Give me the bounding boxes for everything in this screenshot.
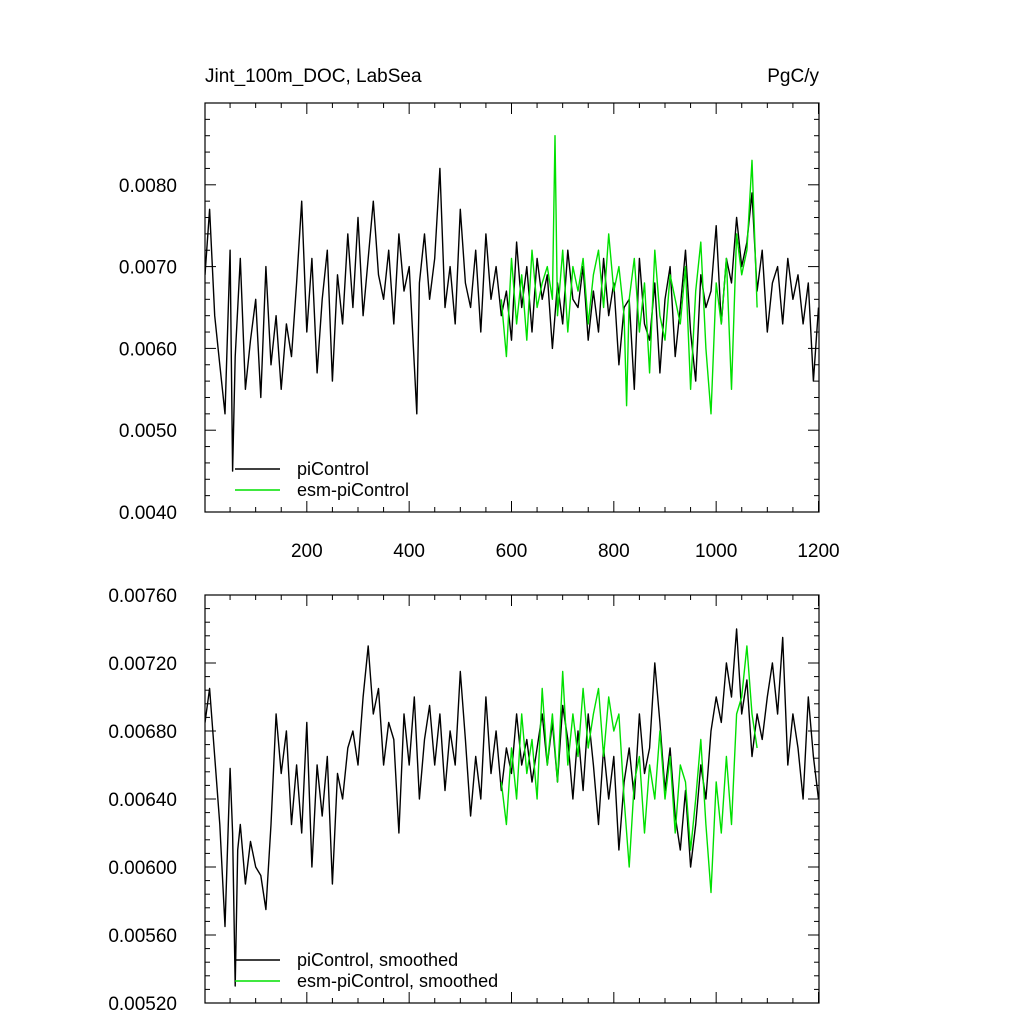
- plot-frame: [204, 102, 820, 513]
- y-tick-label: 0.00760: [108, 586, 177, 607]
- y-tick-label: 0.0060: [119, 339, 177, 360]
- legend-label: piControl: [297, 459, 369, 479]
- y-tick-label: 0.00680: [108, 722, 177, 743]
- series-line-picontrol-smoothed: [205, 628, 819, 987]
- x-tick-label: 800: [598, 541, 630, 562]
- x-tick-label: 200: [291, 541, 323, 562]
- y-tick-label: 0.00600: [108, 858, 177, 879]
- chart-title: Jint_100m_DOC, LabSea: [205, 66, 422, 87]
- series-line-picontrol: [205, 167, 819, 472]
- x-tick-label: 400: [393, 541, 425, 562]
- y-tick-label: 0.0080: [119, 176, 177, 197]
- y-tick-label: 0.0040: [119, 503, 177, 524]
- x-tick-label: 1200: [797, 541, 839, 562]
- series-line-esm-picontrol-smoothed: [500, 645, 758, 894]
- y-tick-label: 0.00520: [108, 994, 177, 1015]
- x-tick-label: 1000: [695, 541, 737, 562]
- x-tick-label: 600: [496, 541, 528, 562]
- legend-label: esm-piControl, smoothed: [297, 971, 498, 991]
- legend-label: piControl, smoothed: [297, 950, 458, 970]
- y-tick-label: 0.0050: [119, 421, 177, 442]
- top-panel: 200 400 600 800 1000 1200 0.0040 0.0050 0.0060 0.…: [119, 102, 840, 562]
- legend-label: esm-piControl: [297, 480, 409, 500]
- y-tick-label: 0.00560: [108, 926, 177, 947]
- y-tick-label: 0.00720: [108, 654, 177, 675]
- units-label: PgC/y: [767, 66, 819, 87]
- y-tick-label: 0.0070: [119, 258, 177, 279]
- series-line-esm-picontrol: [500, 134, 758, 415]
- bottom-panel: 0.00520 0.00560 0.00600 0.00640 0.00680 0.007…: [108, 586, 820, 1015]
- y-tick-label: 0.00640: [108, 790, 177, 811]
